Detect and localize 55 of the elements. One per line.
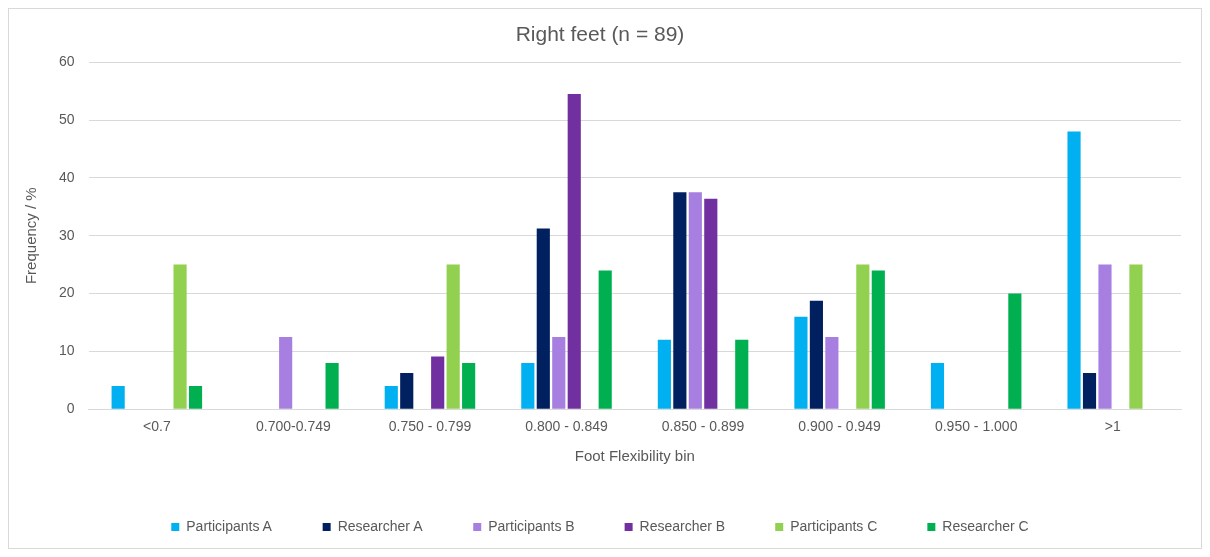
bar — [704, 198, 718, 409]
x-tick-label: 0.750 - 0.799 — [388, 418, 472, 435]
bar — [1008, 293, 1022, 409]
bar — [657, 339, 671, 409]
x-tick-label: 0.950 - 1.000 — [934, 418, 1018, 435]
bar — [325, 362, 339, 409]
bar — [871, 270, 885, 409]
legend-label: Participants B — [488, 517, 575, 534]
bar — [521, 362, 535, 409]
legend-label: Researcher C — [942, 517, 1029, 534]
bar — [462, 362, 476, 409]
x-tick-label: 0.850 - 0.899 — [661, 418, 745, 435]
chart-title: Right feet (n = 89) — [515, 22, 685, 46]
bar — [825, 336, 839, 409]
y-tick-label: 0 — [66, 400, 75, 417]
bar — [1098, 264, 1112, 409]
bar — [431, 356, 445, 409]
y-axis-title: Frequency / % — [22, 187, 40, 285]
y-tick-label: 30 — [58, 226, 75, 243]
bar — [1082, 373, 1097, 409]
bar — [809, 300, 823, 409]
bar — [173, 264, 187, 409]
x-tick-label: 0.700-0.749 — [256, 418, 331, 435]
x-tick-label: 0.900 - 0.949 — [798, 418, 882, 435]
legend-label: Researcher A — [337, 517, 424, 534]
legend-label: Researcher B — [639, 517, 726, 534]
bar — [536, 228, 550, 409]
bar — [384, 386, 398, 409]
bar — [279, 336, 293, 409]
bar — [1067, 131, 1081, 409]
bar — [111, 386, 125, 409]
y-tick-label: 50 — [58, 110, 75, 127]
legend-label: Participants C — [790, 517, 878, 534]
bar — [598, 270, 612, 409]
x-axis-title: Foot Flexibility bin — [574, 447, 695, 465]
y-tick-label: 10 — [58, 342, 75, 359]
legend-label: Participants A — [186, 517, 273, 534]
bar — [688, 192, 702, 409]
x-tick-label: >1 — [1104, 418, 1121, 435]
y-tick-label: 20 — [58, 284, 75, 301]
bar — [1129, 264, 1143, 409]
y-tick-label: 60 — [58, 53, 75, 70]
bar — [400, 373, 414, 409]
bar — [673, 192, 687, 409]
bar — [930, 362, 945, 409]
bar — [856, 264, 870, 409]
bar — [735, 339, 749, 409]
bar — [446, 264, 460, 409]
x-tick-label: <0.7 — [143, 418, 171, 435]
x-tick-label: 0.800 - 0.849 — [525, 418, 608, 435]
bar — [552, 336, 566, 409]
bar — [794, 316, 808, 409]
bar — [188, 386, 203, 409]
y-tick-label: 40 — [58, 168, 75, 185]
bar — [567, 94, 581, 409]
